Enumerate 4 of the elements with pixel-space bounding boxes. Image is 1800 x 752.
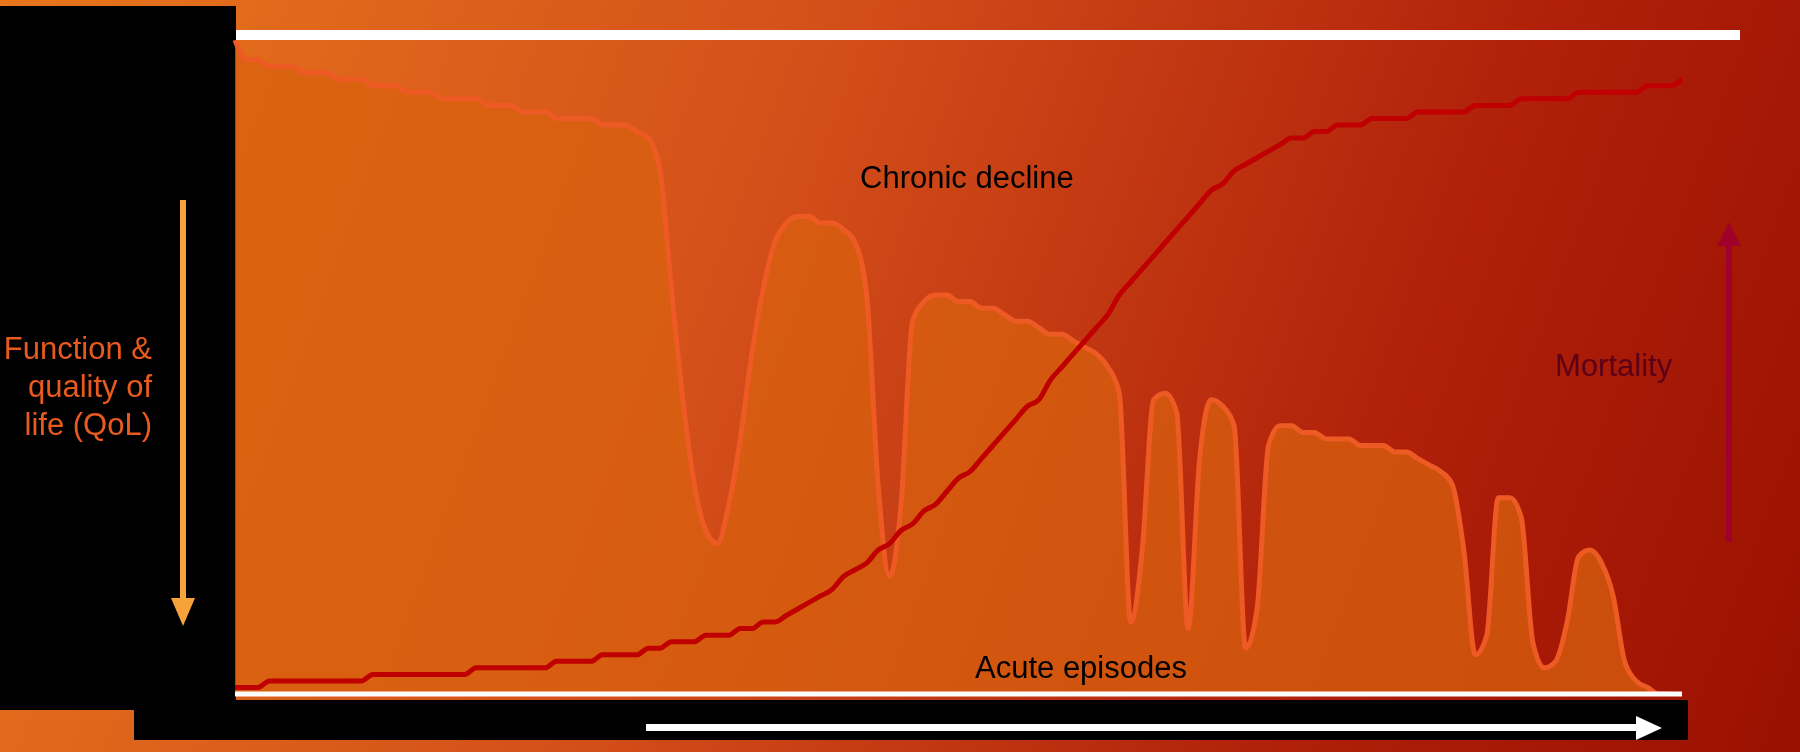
annotation: Acute episodes: [975, 650, 1187, 686]
y2-axis-title: Mortality: [1555, 348, 1673, 384]
y-axis-title: Function & quality of life (QoL): [2, 330, 152, 444]
annotation: Chronic decline: [860, 160, 1074, 196]
